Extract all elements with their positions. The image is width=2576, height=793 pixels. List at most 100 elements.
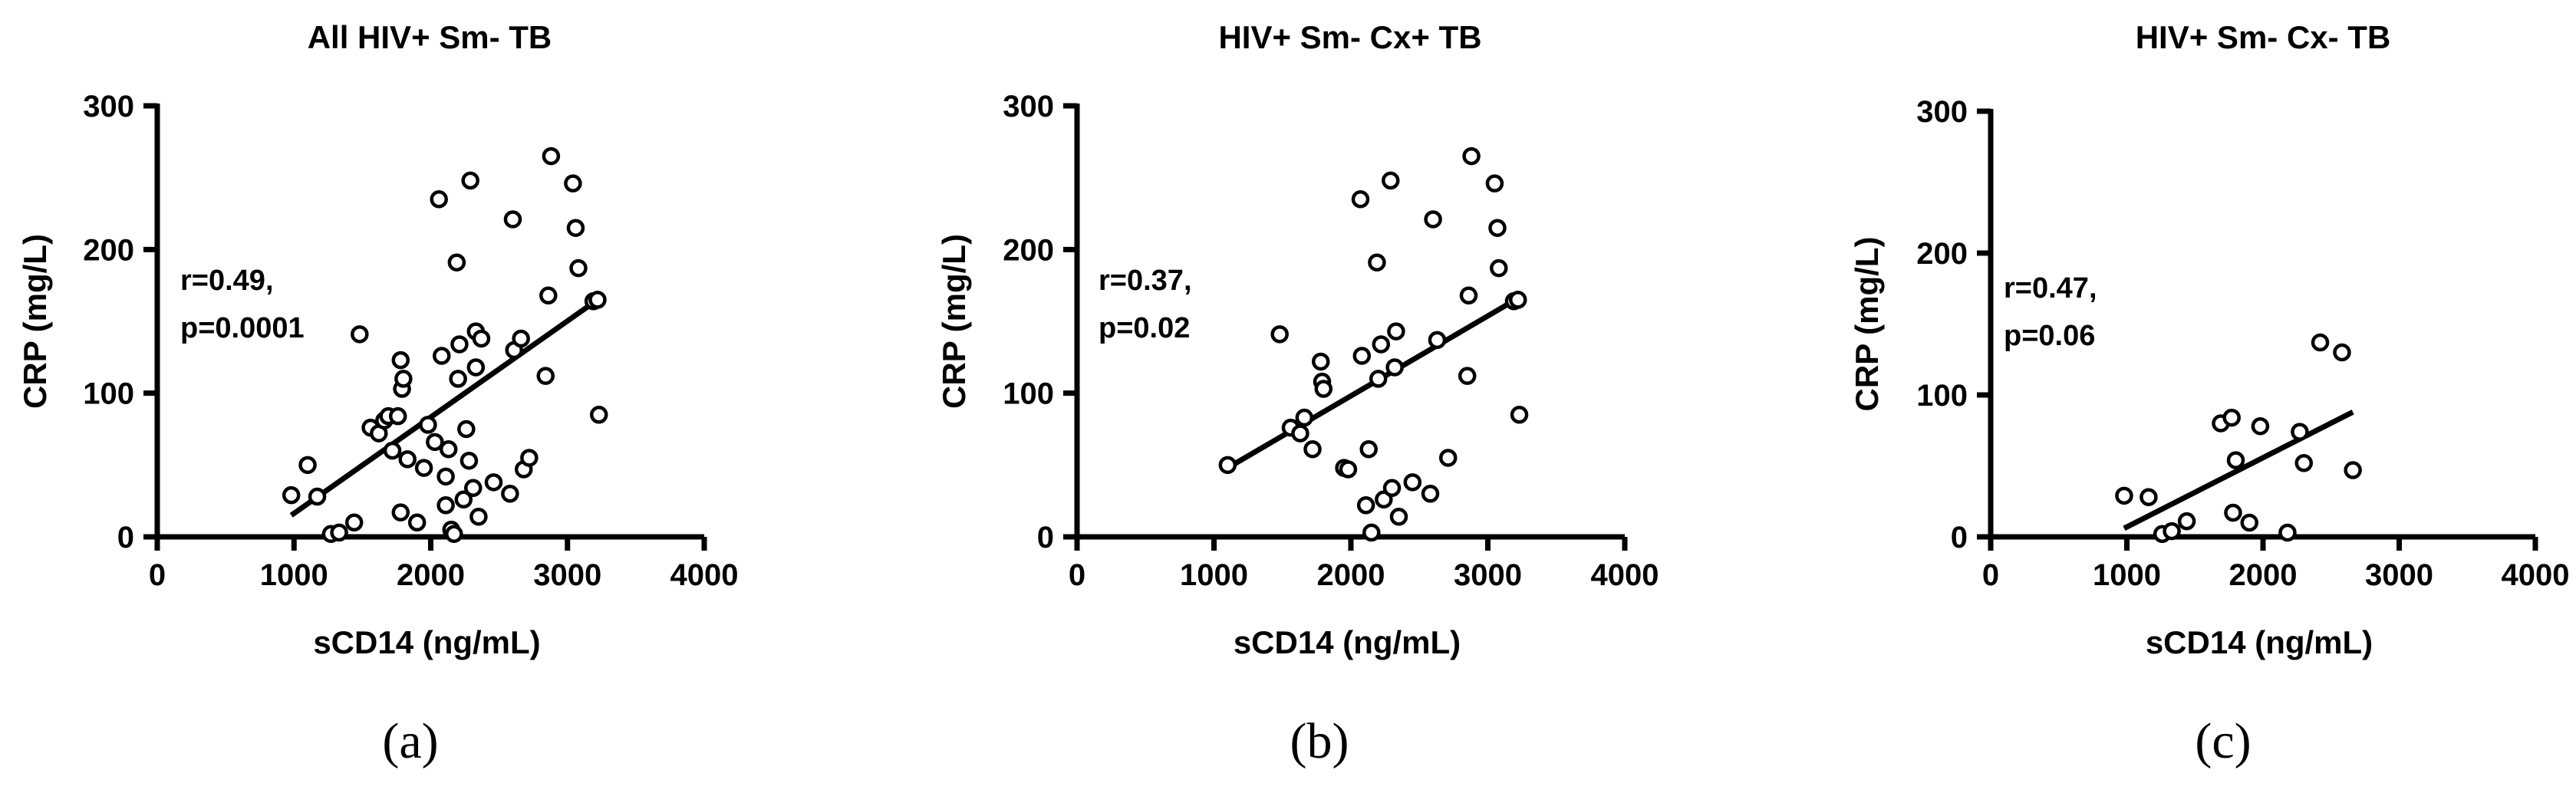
data-point	[2311, 333, 2330, 352]
data-point	[426, 433, 444, 452]
chart-title: HIV+ Sm- Cx+ TB	[1218, 19, 1481, 55]
x-tick-label: 3000	[1454, 558, 1522, 592]
data-point	[2140, 488, 2158, 506]
correlation-annotation: r=0.49,	[180, 265, 274, 297]
data-point	[520, 449, 539, 467]
data-point	[512, 329, 530, 348]
data-point	[2251, 416, 2270, 436]
data-point	[282, 485, 301, 505]
x-tick-label: 1000	[1180, 558, 1248, 592]
panel-label: (b)	[1290, 713, 1349, 769]
data-point	[436, 496, 455, 515]
data-point	[2344, 461, 2362, 479]
correlation-annotation: p=0.06	[2004, 320, 2095, 352]
x-tick-label: 2000	[1317, 558, 1385, 592]
data-point	[1356, 496, 1375, 515]
data-point	[351, 325, 369, 344]
data-point	[1403, 473, 1422, 492]
x-tick-label: 4000	[670, 558, 739, 592]
x-tick-label: 3000	[2365, 558, 2433, 592]
regression-line	[289, 298, 599, 518]
y-tick-label: 300	[83, 90, 134, 123]
data-point	[1424, 210, 1442, 229]
x-tick-label: 2000	[2229, 558, 2298, 592]
data-point	[398, 450, 417, 469]
data-point	[2163, 522, 2181, 541]
data-point	[330, 523, 348, 542]
x-tick-label: 0	[1069, 558, 1085, 592]
data-point	[2291, 423, 2309, 441]
data-point	[436, 467, 455, 486]
data-point	[1490, 258, 1508, 278]
data-point	[1362, 523, 1381, 542]
y-tick-label: 300	[1003, 90, 1054, 123]
data-point	[1352, 347, 1372, 365]
x-tick-label: 4000	[1591, 558, 1659, 592]
data-point	[472, 329, 491, 348]
data-point	[1485, 174, 1504, 192]
data-point	[308, 487, 327, 506]
data-point	[1375, 490, 1393, 509]
data-point	[1339, 460, 1358, 479]
y-tick-label: 200	[1916, 237, 1968, 271]
data-point	[439, 439, 458, 459]
data-point	[2224, 503, 2242, 522]
panel-label: (c)	[2195, 713, 2251, 769]
x-tick-label: 1000	[260, 558, 328, 592]
data-point	[1372, 335, 1391, 354]
data-point	[414, 459, 433, 477]
data-point	[1218, 456, 1237, 475]
data-point	[447, 253, 466, 271]
y-tick-label: 100	[1916, 379, 1968, 413]
data-point	[1382, 479, 1402, 498]
data-point	[469, 508, 488, 526]
data-point	[1303, 439, 1322, 459]
data-point	[1295, 408, 1314, 427]
data-point	[460, 451, 479, 470]
correlation-annotation: r=0.37,	[1099, 265, 1192, 297]
data-point	[391, 503, 410, 522]
data-point	[2240, 513, 2258, 532]
data-point	[449, 370, 467, 388]
data-point	[445, 525, 463, 544]
data-point	[464, 479, 483, 498]
data-point	[542, 146, 561, 166]
data-point	[2222, 408, 2241, 427]
y-tick-label: 0	[1951, 521, 1968, 554]
data-point	[588, 291, 607, 309]
data-point	[2226, 451, 2245, 469]
data-point	[430, 190, 448, 209]
correlation-annotation: p=0.0001	[180, 312, 305, 344]
x-tick-label: 2000	[397, 558, 465, 592]
chart-title: HIV+ Sm- Cx- TB	[2136, 19, 2391, 55]
data-point	[2278, 523, 2297, 542]
data-point	[1421, 485, 1440, 503]
data-point	[1509, 291, 1527, 309]
regression-line	[2123, 410, 2354, 531]
y-tick-label: 0	[117, 521, 134, 554]
data-point	[2333, 343, 2351, 362]
data-point	[2177, 512, 2196, 531]
y-axis-label: CRP (mg/L)	[936, 234, 972, 409]
panel-label: (a)	[382, 713, 438, 769]
data-point	[564, 174, 582, 192]
x-tick-label: 0	[149, 558, 166, 592]
data-point	[1382, 171, 1400, 190]
data-point	[394, 370, 413, 388]
data-point	[391, 350, 410, 370]
data-point	[589, 406, 608, 424]
data-point	[450, 335, 469, 354]
x-tick-label: 1000	[2093, 558, 2161, 592]
correlation-annotation: r=0.47,	[2004, 272, 2097, 304]
data-point	[2115, 486, 2133, 505]
data-point	[433, 347, 451, 365]
data-point	[383, 441, 402, 460]
y-tick-label: 100	[83, 377, 134, 411]
data-point	[1351, 190, 1370, 209]
y-tick-label: 0	[1037, 521, 1054, 554]
data-point	[1488, 219, 1507, 237]
data-point	[388, 406, 407, 426]
data-point	[2294, 454, 2313, 472]
